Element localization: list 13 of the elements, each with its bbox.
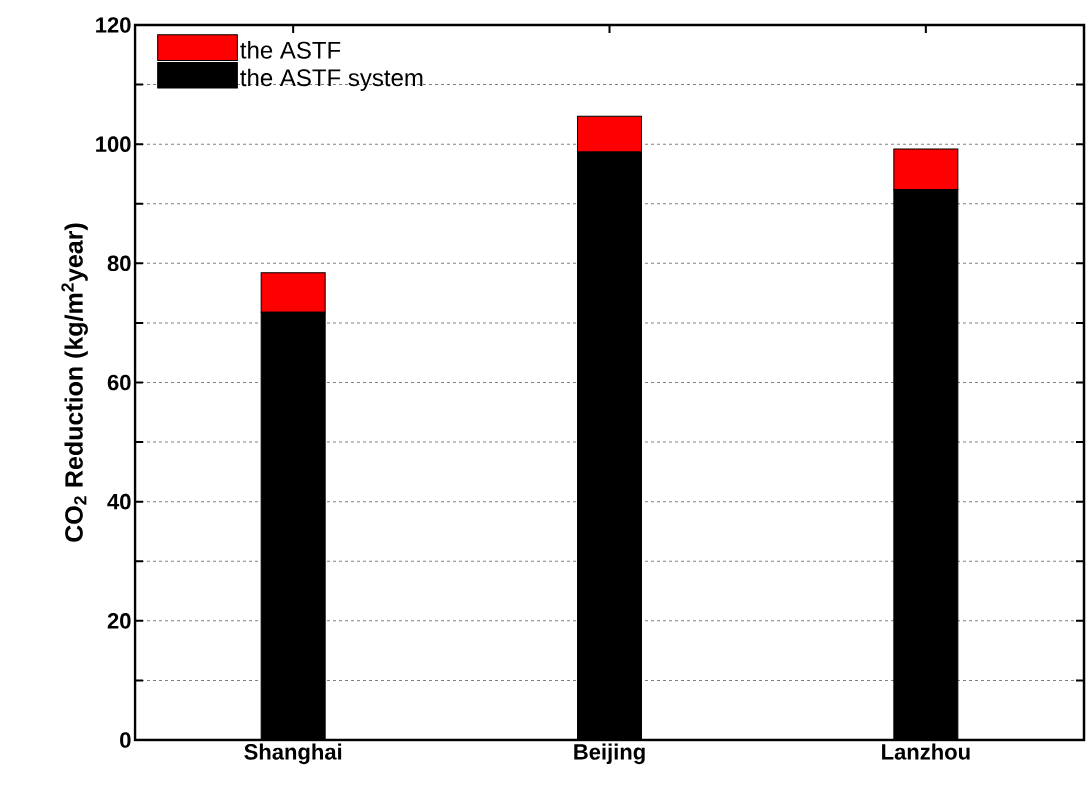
x-tick-label: Lanzhou bbox=[882, 743, 970, 760]
y-tick-label: 60 bbox=[107, 374, 131, 391]
legend-label: the ASTF system bbox=[240, 68, 423, 92]
y-tick-label: 80 bbox=[107, 255, 131, 272]
legend-label: the ASTF bbox=[240, 41, 341, 59]
y-tick-label: 100 bbox=[96, 136, 131, 152]
y-tick-label: 20 bbox=[107, 613, 131, 629]
y-tick-label: 40 bbox=[107, 493, 131, 510]
y-axis-title: CO$_{2}$ Reduction (kg/m$^{2}$year) bbox=[61, 223, 88, 542]
x-tick-label: Beijing bbox=[574, 743, 645, 765]
x-tick-label: Shanghai bbox=[244, 743, 342, 765]
y-tick-label: 0 bbox=[120, 732, 131, 748]
y-tick-label: 120 bbox=[96, 17, 131, 33]
